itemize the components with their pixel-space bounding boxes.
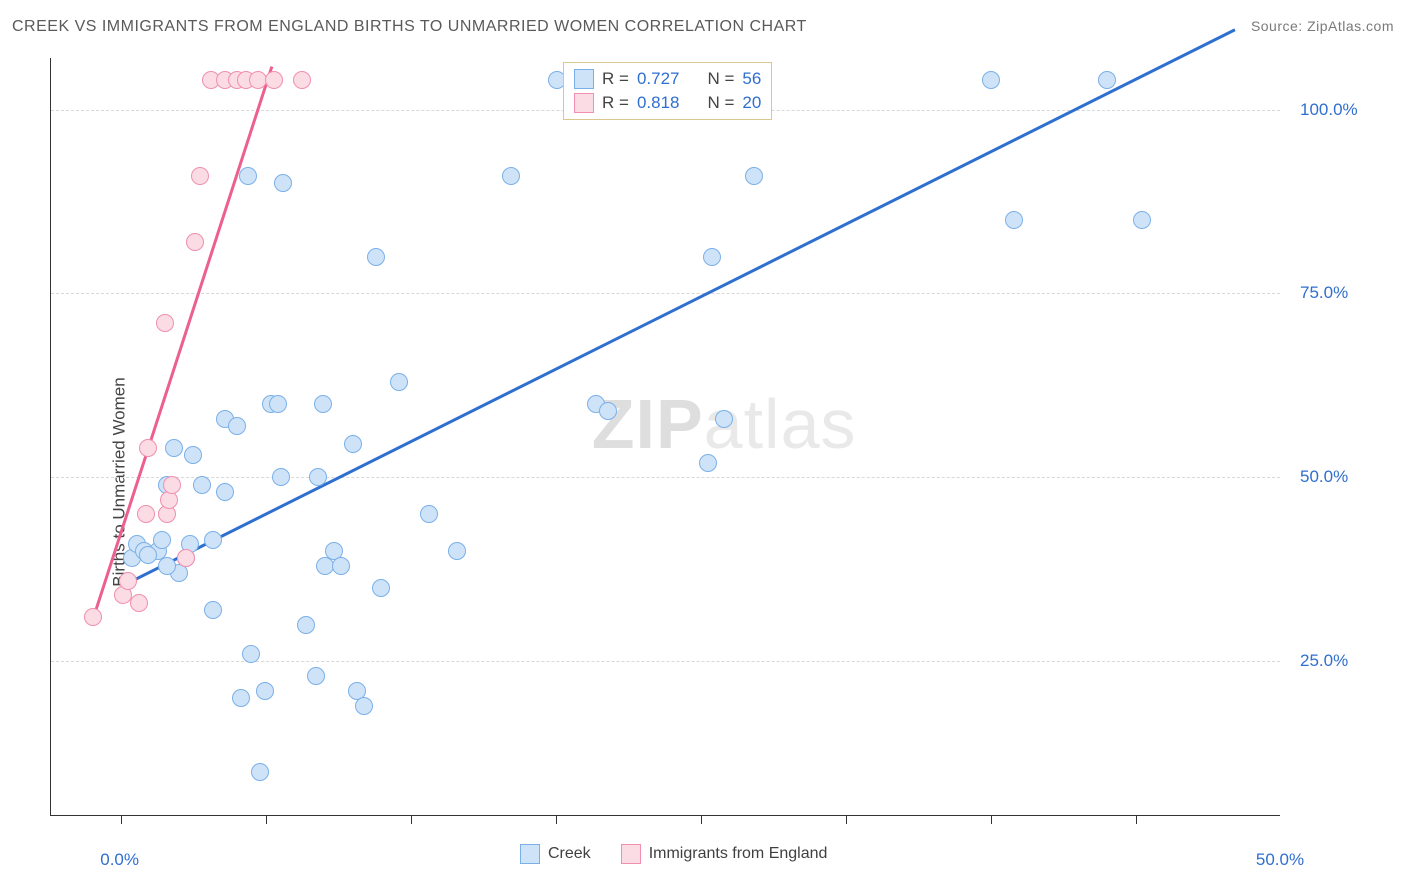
data-point [139,546,157,564]
x-tick-label: 50.0% [1256,850,1304,870]
data-point [191,167,209,185]
data-point [307,667,325,685]
data-point [699,454,717,472]
data-point [158,557,176,575]
legend-n-value: 56 [742,69,761,89]
data-point [502,167,520,185]
header-bar: CREEK VS IMMIGRANTS FROM ENGLAND BIRTHS … [12,18,1394,36]
data-point [314,395,332,413]
data-point [130,594,148,612]
data-point [137,505,155,523]
data-point [139,439,157,457]
gridline [51,293,1280,294]
series-label: Creek [548,845,591,863]
legend-row: R = 0.818 N = 20 [574,93,761,113]
data-point [599,402,617,420]
data-point [715,410,733,428]
x-tick [701,815,702,824]
data-point [119,572,137,590]
x-tick-label: 0.0% [100,850,139,870]
y-tick-label: 50.0% [1300,467,1348,487]
data-point [372,579,390,597]
data-point [982,71,1000,89]
data-point [265,71,283,89]
y-tick-label: 75.0% [1300,283,1348,303]
trendline [92,66,273,619]
data-point [332,557,350,575]
y-tick-label: 25.0% [1300,651,1348,671]
data-point [186,233,204,251]
data-point [274,174,292,192]
data-point [204,601,222,619]
data-point [84,608,102,626]
x-tick [846,815,847,824]
series-label: Immigrants from England [649,845,828,863]
data-point [390,373,408,391]
data-point [420,505,438,523]
series-legend-item: Creek [520,844,591,864]
x-tick [991,815,992,824]
data-point [153,531,171,549]
data-point [703,248,721,266]
data-point [355,697,373,715]
data-point [256,682,274,700]
y-tick-label: 100.0% [1300,100,1358,120]
data-point [1005,211,1023,229]
x-tick [411,815,412,824]
legend-row: R = 0.727 N = 56 [574,69,761,89]
legend-swatch [520,844,540,864]
legend-swatch [621,844,641,864]
legend-n-value: 20 [742,93,761,113]
data-point [239,167,257,185]
data-point [745,167,763,185]
x-tick [1136,815,1137,824]
series-legend: Creek Immigrants from England [520,844,827,864]
legend-r-label: R = [602,93,629,113]
legend-r-value: 0.818 [637,93,680,113]
data-point [297,616,315,634]
legend-swatch [574,93,594,113]
legend-swatch [574,69,594,89]
data-point [344,435,362,453]
data-point [242,645,260,663]
series-legend-item: Immigrants from England [621,844,828,864]
legend-r-value: 0.727 [637,69,680,89]
legend-r-label: R = [602,69,629,89]
data-point [251,763,269,781]
data-point [193,476,211,494]
x-tick [121,815,122,824]
x-tick [266,815,267,824]
gridline [51,661,1280,662]
data-point [1098,71,1116,89]
data-point [163,476,181,494]
data-point [309,468,327,486]
data-point [367,248,385,266]
data-point [184,446,202,464]
scatter-plot: ZIPatlas [50,58,1280,816]
x-tick [556,815,557,824]
data-point [228,417,246,435]
data-point [156,314,174,332]
source-label: Source: ZipAtlas.com [1251,18,1394,36]
data-point [216,483,234,501]
correlation-legend: R = 0.727 N = 56 R = 0.818 N = 20 [563,62,772,120]
chart-title: CREEK VS IMMIGRANTS FROM ENGLAND BIRTHS … [12,18,807,36]
data-point [293,71,311,89]
legend-n-label: N = [707,93,734,113]
data-point [448,542,466,560]
gridline [51,477,1280,478]
data-point [1133,211,1151,229]
data-point [165,439,183,457]
data-point [272,468,290,486]
data-point [269,395,287,413]
data-point [204,531,222,549]
data-point [232,689,250,707]
data-point [177,549,195,567]
legend-n-label: N = [707,69,734,89]
